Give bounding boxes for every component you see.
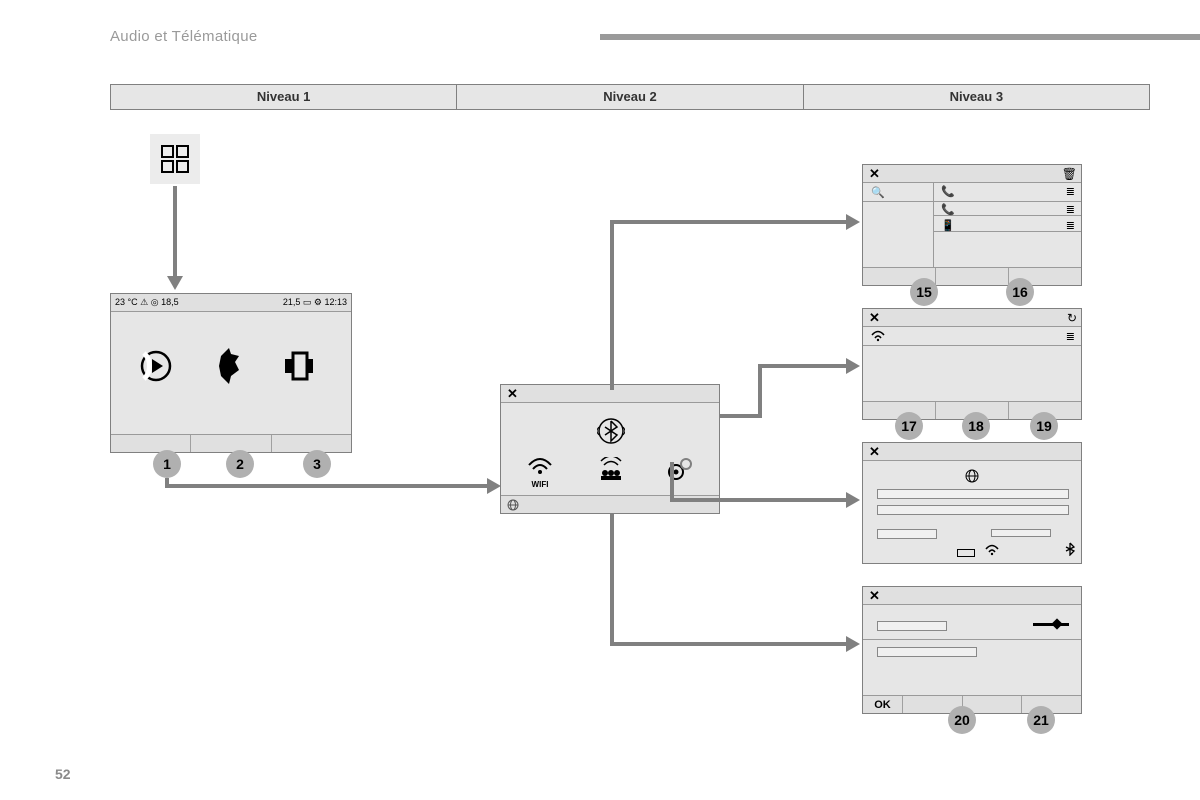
text-field[interactable] — [991, 529, 1051, 537]
apps-grid-button[interactable] — [150, 134, 200, 184]
network-settings-panel: ✕ — [862, 442, 1082, 564]
wifi-small-icon — [871, 330, 885, 345]
globe-icon — [965, 469, 979, 483]
badge-17: 17 — [895, 412, 923, 440]
tab[interactable] — [936, 268, 1009, 285]
level-1-header: Niveau 1 — [110, 84, 457, 110]
close-icon[interactable]: ✕ — [867, 588, 882, 604]
phone-icon: 📞 — [941, 203, 955, 216]
list-icon[interactable]: ≣ — [1066, 219, 1075, 232]
status-right: 21,5 ▭ ⚙ 12:13 — [283, 297, 347, 308]
status-temp: 23 °C ⚠ ◎ 18,5 — [115, 297, 179, 308]
text-field[interactable] — [877, 505, 1069, 515]
refresh-icon[interactable]: ↻ — [1067, 311, 1077, 325]
arrow-conn-to-p17 — [720, 360, 862, 420]
badge-1: 1 — [153, 450, 181, 478]
level-3-header: Niveau 3 — [804, 84, 1150, 110]
arrow-conn-to-p15 — [610, 214, 862, 392]
connectivity-panel: ✕ WIFI — [500, 384, 720, 514]
section-title: Audio et Télématique — [110, 28, 257, 45]
ok-button[interactable]: OK — [863, 696, 903, 713]
close-icon[interactable]: ✕ — [505, 386, 520, 402]
arrow-home-to-conn — [165, 478, 505, 498]
level-2-header: Niveau 2 — [457, 84, 803, 110]
brand-lion-icon[interactable] — [209, 346, 249, 386]
close-icon[interactable]: ✕ — [867, 444, 882, 460]
close-icon[interactable]: ✕ — [867, 310, 882, 326]
page-number: 52 — [55, 766, 71, 782]
slider-thumb[interactable] — [1051, 618, 1062, 629]
close-icon[interactable]: ✕ — [867, 166, 882, 182]
home-tab-2[interactable] — [191, 435, 271, 452]
text-field[interactable] — [877, 647, 977, 657]
list-icon[interactable]: ≣ — [1066, 203, 1075, 216]
wifi-list-panel: ✕ ↻ ≣ — [862, 308, 1082, 420]
mobile-icon: 📱 — [941, 219, 955, 232]
wifi-icon — [527, 457, 553, 475]
share-users-icon[interactable] — [597, 457, 625, 481]
contacts-panel: ✕ 🗑 🔍 📞 ≣ 📞 ≣ 📱 ≣ — [862, 164, 1082, 286]
media-play-icon[interactable] — [139, 349, 173, 383]
bluetooth-small-icon — [1065, 542, 1075, 559]
home-tab-1[interactable] — [111, 435, 191, 452]
text-field[interactable] — [877, 529, 937, 539]
arrow-conn-to-p20 — [610, 514, 862, 654]
list-icon[interactable]: ≣ — [1066, 330, 1075, 343]
list-icon[interactable]: ≣ — [1066, 185, 1075, 198]
bluetooth-icon[interactable] — [597, 417, 625, 445]
confirm-panel: ✕ OK — [862, 586, 1082, 714]
connectivity-door-icon[interactable] — [283, 349, 315, 383]
trash-icon[interactable]: 🗑 — [1062, 167, 1077, 181]
badge-19: 19 — [1030, 412, 1058, 440]
badge-21: 21 — [1027, 706, 1055, 734]
badge-20: 20 — [948, 706, 976, 734]
text-field[interactable] — [877, 489, 1069, 499]
wifi-option[interactable]: WIFI — [527, 457, 553, 489]
search-icon[interactable]: 🔍 — [871, 186, 885, 199]
phone-icon: 📞 — [941, 185, 955, 198]
badge-15: 15 — [910, 278, 938, 306]
home-screen-panel: 23 °C ⚠ ◎ 18,5 21,5 ▭ ⚙ 12:13 — [110, 293, 352, 453]
wifi-label: WIFI — [527, 480, 553, 489]
badge-3: 3 — [303, 450, 331, 478]
wifi-small-icon — [985, 544, 999, 559]
text-field[interactable] — [877, 621, 947, 631]
home-tab-3[interactable] — [272, 435, 351, 452]
vertical-divider — [933, 183, 934, 267]
globe-icon[interactable] — [507, 499, 519, 511]
apps-grid-icon — [160, 144, 190, 174]
header-rule — [600, 34, 1200, 40]
badge-2: 2 — [226, 450, 254, 478]
toggle-icon[interactable] — [957, 549, 975, 557]
level-bar: Niveau 1 Niveau 2 Niveau 3 — [110, 84, 1150, 110]
badge-18: 18 — [962, 412, 990, 440]
badge-16: 16 — [1006, 278, 1034, 306]
settings-gears-icon[interactable] — [667, 457, 693, 481]
arrow-apps-to-home — [170, 186, 190, 292]
